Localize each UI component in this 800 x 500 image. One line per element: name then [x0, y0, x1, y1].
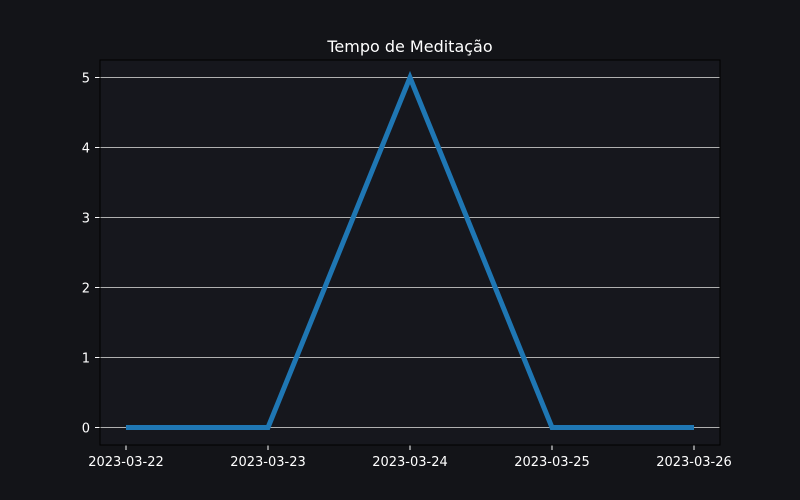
y-tick-label: 5 [82, 72, 90, 87]
x-tick-label: 2023-03-24 [372, 455, 448, 470]
x-tick-label: 2023-03-23 [230, 455, 306, 470]
x-tick-label: 2023-03-26 [656, 455, 732, 470]
y-tick-label: 1 [82, 352, 90, 367]
y-tick-label: 4 [82, 142, 90, 157]
y-tick-label: 3 [82, 212, 90, 227]
axis-frame [99, 59, 721, 446]
plot-area [100, 60, 720, 445]
y-tick-label: 0 [82, 422, 90, 437]
x-tick-label: 2023-03-25 [514, 455, 590, 470]
y-tick-label: 2 [82, 282, 90, 297]
x-tick-label: 2023-03-22 [88, 455, 164, 470]
chart-title: Tempo de Meditação [326, 37, 492, 56]
series-layer [125, 70, 695, 430]
axes: 0 1 2 3 4 5 2023-03-22 2023-03-23 2023-03-24 2023… [82, 59, 732, 470]
